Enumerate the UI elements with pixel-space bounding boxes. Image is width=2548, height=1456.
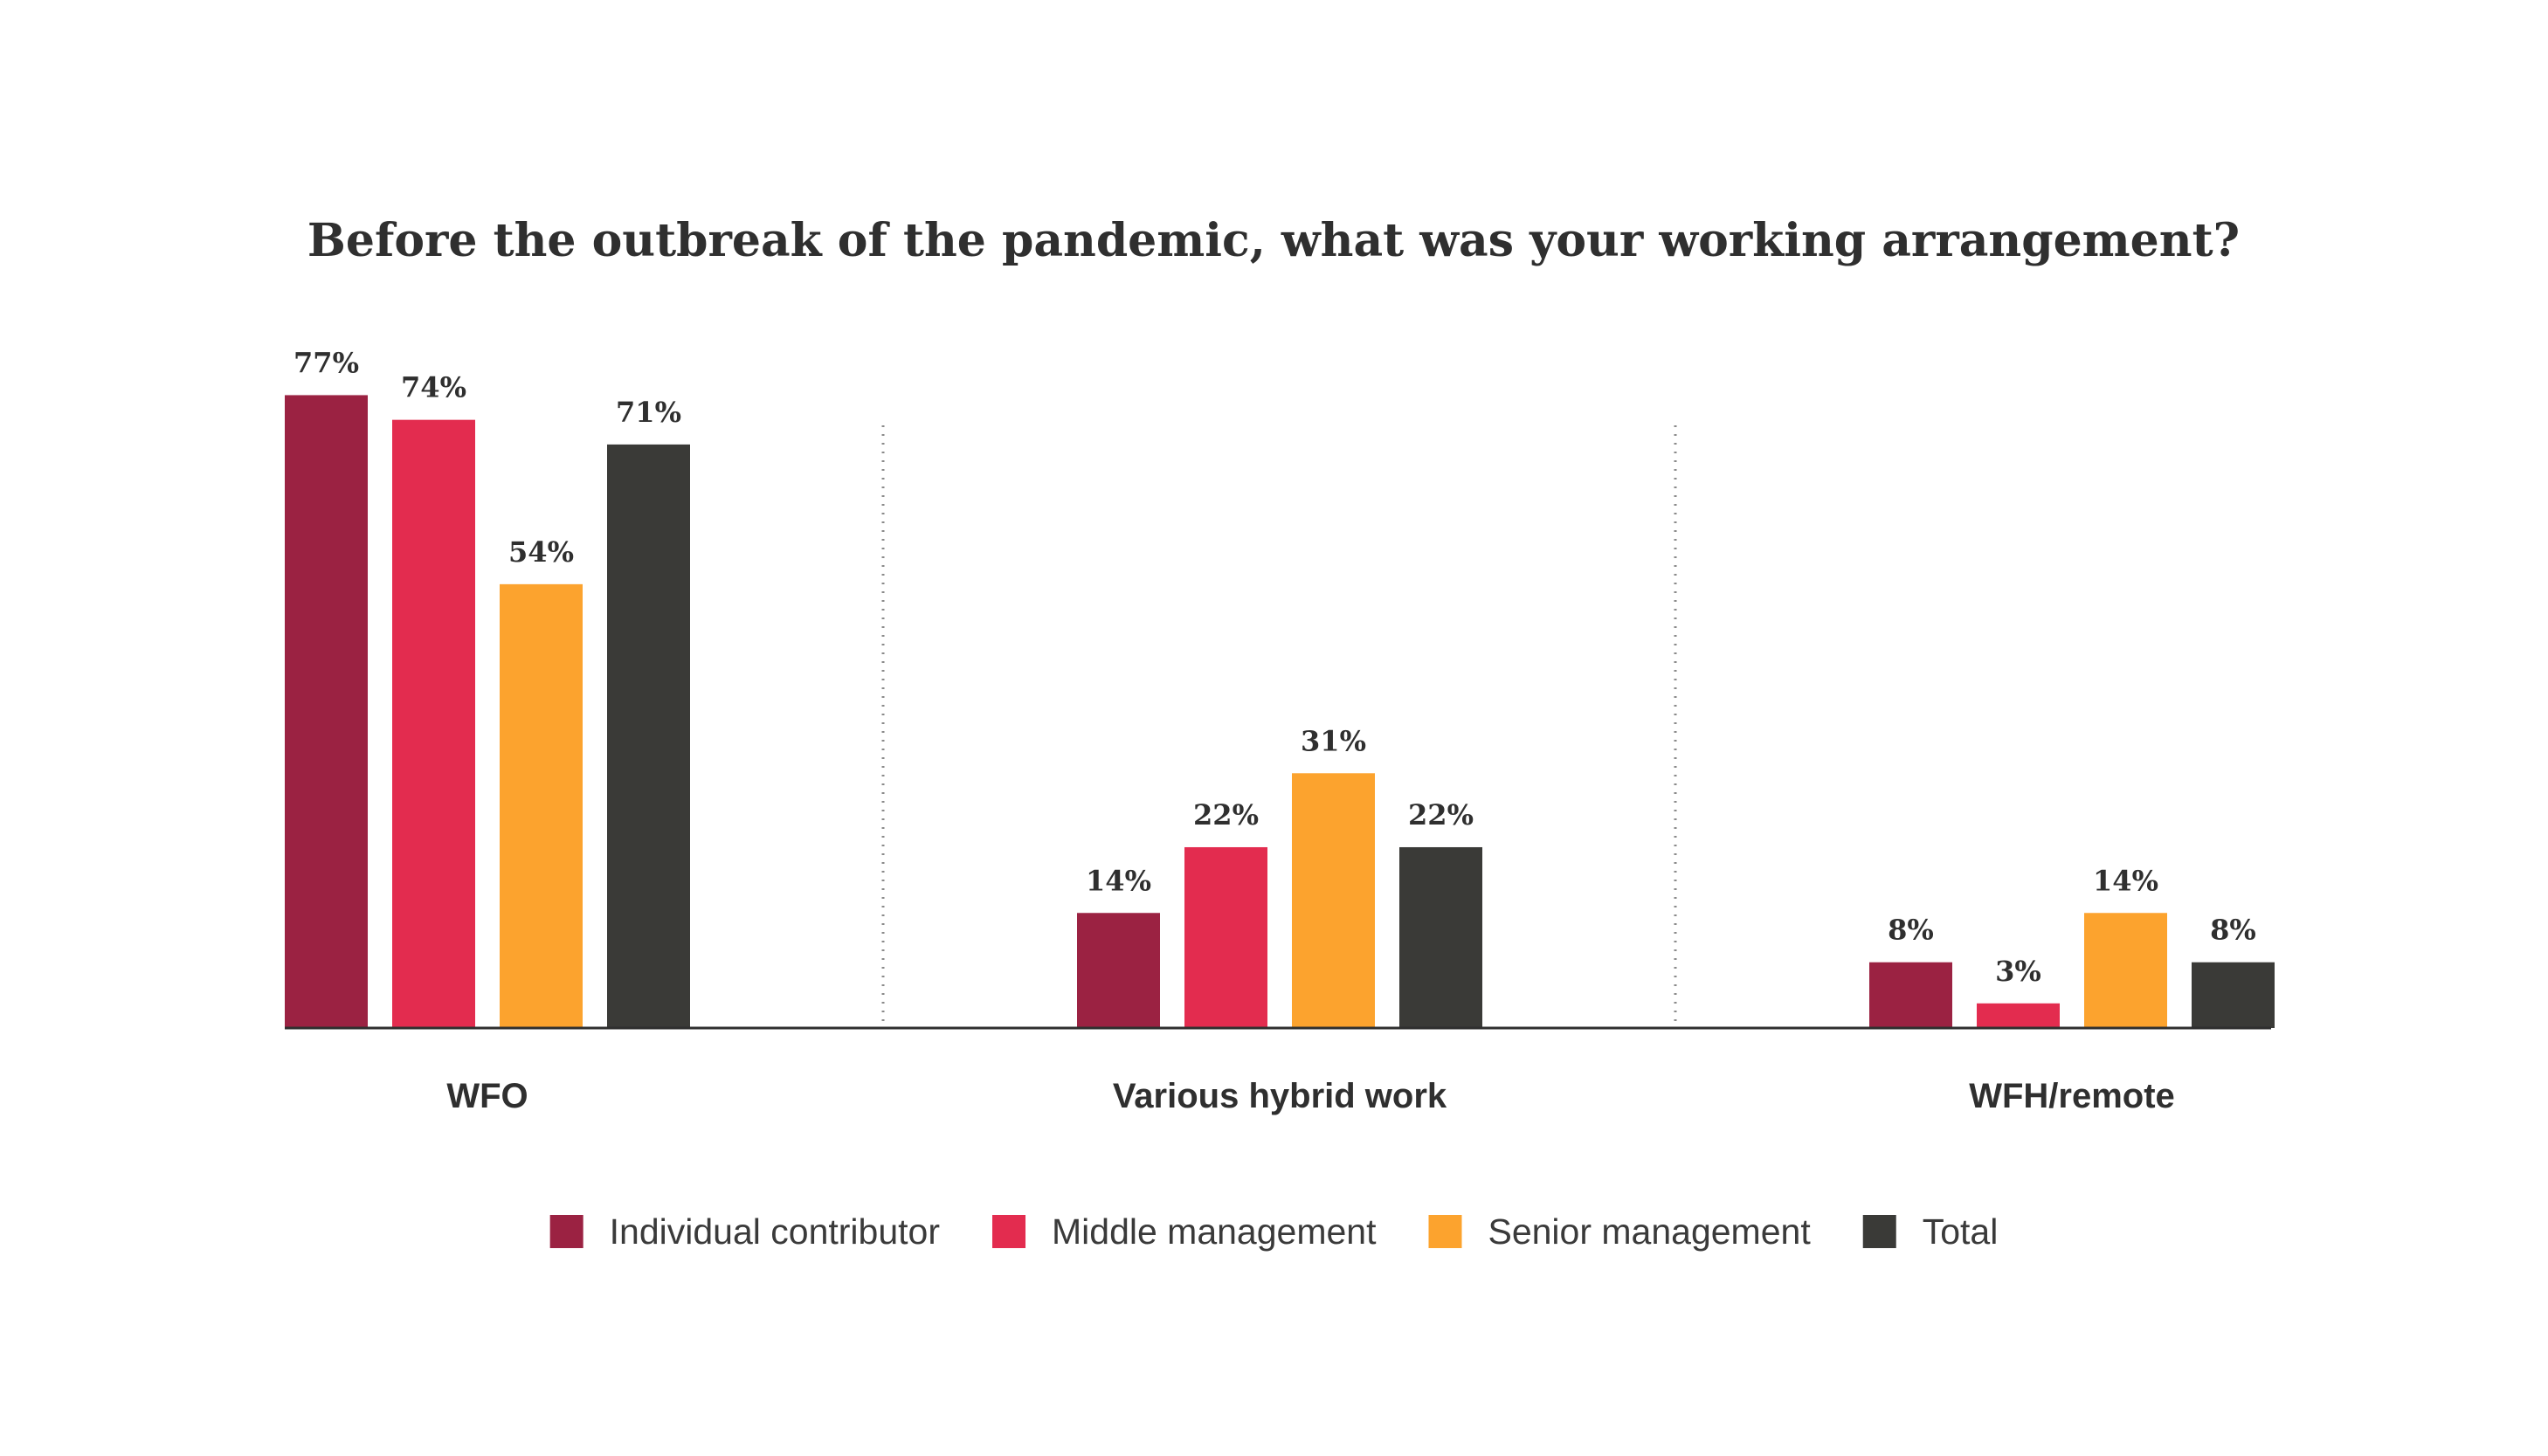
legend-label-individual-contributor: Individual contributor — [610, 1211, 940, 1252]
legend-swatch-senior-management — [1428, 1215, 1462, 1248]
legend: Individual contributor Middle management S… — [549, 1211, 1999, 1252]
bar-various-hybrid-work-total — [1399, 846, 1482, 1028]
bar-various-hybrid-work-middle-management — [1184, 846, 1267, 1028]
category-label-wfh-remote: WFH/remote — [1969, 1077, 2175, 1115]
legend-swatch-individual-contributor — [549, 1215, 583, 1248]
category-label-wfo: WFO — [446, 1077, 528, 1115]
bar-wfo-individual-contributor — [285, 395, 368, 1028]
bar-wfh-remote-senior-management — [2084, 913, 2167, 1028]
bar-wfh-remote-middle-management — [1977, 1003, 2060, 1028]
bar-wfo-total — [607, 444, 690, 1028]
group-separators — [881, 425, 1677, 1028]
bar-various-hybrid-work-senior-management — [1292, 773, 1375, 1028]
legend-swatch-middle-management — [992, 1215, 1026, 1248]
bar-various-hybrid-work-individual-contributor — [1077, 913, 1160, 1028]
category-label-various-hybrid-work: Various hybrid work — [1113, 1077, 1447, 1115]
legend-swatch-total — [1862, 1215, 1896, 1248]
data-label-various-hybrid-work-individual-contributor: 14% — [1086, 864, 1151, 897]
data-label-wfh-remote-middle-management: 3% — [1995, 955, 2041, 988]
data-label-various-hybrid-work-total: 22% — [1408, 798, 1474, 832]
data-label-wfo-individual-contributor: 77% — [293, 346, 359, 379]
legend-label-total: Total — [1923, 1211, 1999, 1252]
legend-item-total: Total — [1862, 1211, 1999, 1252]
legend-item-individual-contributor: Individual contributor — [549, 1211, 940, 1252]
bar-wfo-middle-management — [392, 419, 475, 1028]
chart-title: Before the outbreak of the pandemic, wha… — [307, 214, 2240, 267]
bar-wfo-senior-management — [500, 583, 583, 1028]
value-labels: 77% 74% 54% 71% 14% 22% 31% 22% 8% 3% 14% 8% — [293, 346, 2256, 987]
category-labels: WFO Various hybrid work WFH/remote — [446, 1077, 2174, 1115]
legend-item-middle-management: Middle management — [992, 1211, 1377, 1252]
legend-item-senior-management: Senior management — [1428, 1211, 1811, 1252]
bar-wfh-remote-individual-contributor — [1869, 962, 1952, 1028]
data-label-various-hybrid-work-senior-management: 31% — [1301, 724, 1366, 757]
data-label-various-hybrid-work-middle-management: 22% — [1193, 798, 1259, 832]
bar-wfh-remote-total — [2192, 962, 2275, 1028]
data-label-wfh-remote-senior-management: 14% — [2093, 864, 2158, 897]
data-label-wfo-senior-management: 54% — [508, 535, 574, 569]
data-label-wfh-remote-total: 8% — [2210, 914, 2256, 947]
legend-label-middle-management: Middle management — [1052, 1211, 1377, 1252]
data-label-wfo-total: 71% — [616, 396, 681, 429]
bars — [285, 395, 2275, 1028]
data-label-wfo-middle-management: 74% — [401, 371, 466, 404]
data-label-wfh-remote-individual-contributor: 8% — [1888, 914, 1934, 947]
legend-label-senior-management: Senior management — [1488, 1211, 1811, 1252]
